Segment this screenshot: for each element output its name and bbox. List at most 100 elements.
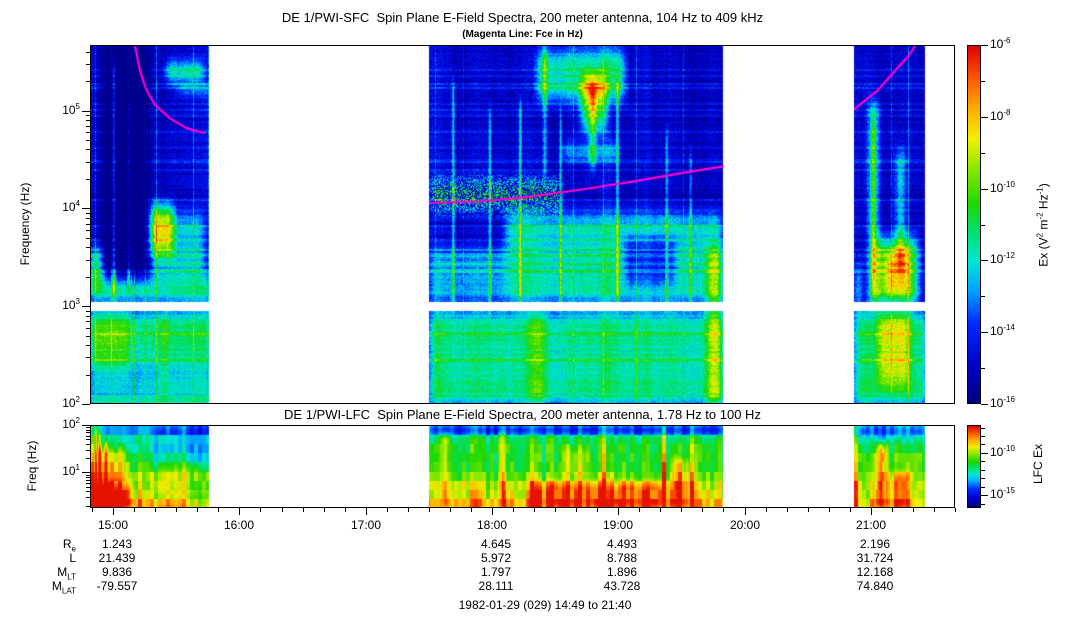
sfc-y-minor-tick bbox=[86, 126, 90, 127]
sfc-colorbar-tick-label: 10-16 bbox=[990, 395, 1015, 410]
lfc-y-major-tick bbox=[82, 472, 90, 473]
time-minor-tick bbox=[282, 508, 283, 512]
sfc-y-minor-tick bbox=[86, 218, 90, 219]
sfc-y-minor-tick bbox=[86, 260, 90, 261]
ephemeris-value: 1.243 bbox=[101, 537, 133, 551]
ephemeris-value: 28.111 bbox=[478, 579, 514, 593]
sfc-y-tick-label: 103 bbox=[62, 297, 80, 312]
sfc-y-minor-tick bbox=[86, 238, 90, 239]
sfc-y-minor-tick bbox=[86, 140, 90, 141]
lfc-colorbar-minor-tick bbox=[981, 487, 985, 488]
sfc-y-minor-tick bbox=[86, 316, 90, 317]
ephemeris-value: -79.557 bbox=[96, 579, 138, 593]
lfc-y-minor-tick bbox=[86, 430, 90, 431]
sfc-y-major-tick bbox=[82, 306, 90, 307]
sfc-y-tick-label: 105 bbox=[62, 102, 80, 117]
ephemeris-row-label: MLT bbox=[57, 565, 76, 582]
time-major-tick bbox=[492, 508, 493, 515]
sfc-y-minor-tick bbox=[86, 224, 90, 225]
time-minor-tick bbox=[955, 508, 956, 512]
lfc-y-minor-tick bbox=[86, 458, 90, 459]
lfc-colorbar-minor-tick bbox=[981, 470, 985, 471]
sfc-colorbar-major-tick bbox=[981, 332, 988, 333]
sfc-y-minor-tick bbox=[86, 149, 90, 150]
time-minor-tick bbox=[176, 508, 177, 512]
sfc-colorbar-minor-tick bbox=[981, 225, 985, 226]
lfc-y-minor-tick bbox=[86, 477, 90, 478]
time-minor-tick bbox=[387, 508, 388, 512]
time-tick-label: 19:00 bbox=[602, 518, 634, 532]
time-minor-tick bbox=[218, 508, 219, 512]
ephemeris-value: 21.439 bbox=[98, 551, 136, 565]
time-tick-label: 17:00 bbox=[350, 518, 382, 532]
lfc-y-minor-tick bbox=[86, 506, 90, 507]
time-minor-tick bbox=[429, 508, 430, 512]
ephemeris-value: 43.728 bbox=[603, 579, 641, 593]
lfc-y-major-tick bbox=[82, 425, 90, 426]
lfc-colorbar-tick-label: 10-10 bbox=[990, 444, 1015, 459]
lfc-colorbar-minor-tick bbox=[981, 478, 985, 479]
sfc-y-minor-tick bbox=[86, 277, 90, 278]
time-major-tick bbox=[366, 508, 367, 515]
sfc-y-minor-tick bbox=[86, 311, 90, 312]
sfc-y-minor-tick bbox=[86, 321, 90, 322]
time-minor-tick bbox=[345, 508, 346, 512]
time-major-tick bbox=[113, 508, 114, 515]
sfc-y-minor-tick bbox=[86, 328, 90, 329]
time-major-tick bbox=[239, 508, 240, 515]
sfc-frequency-axis-label: Frequency (Hz) bbox=[18, 182, 32, 266]
sfc-y-minor-tick bbox=[86, 247, 90, 248]
sfc-y-minor-tick bbox=[86, 64, 90, 65]
ephemeris-row-label: MLAT bbox=[51, 579, 76, 596]
time-minor-tick bbox=[829, 508, 830, 512]
ephemeris-value: 2.196 bbox=[859, 537, 891, 551]
lfc-y-minor-tick bbox=[86, 483, 90, 484]
ephemeris-row-label: L bbox=[69, 551, 76, 565]
lfc-y-minor-tick bbox=[86, 450, 90, 451]
sfc-y-minor-tick bbox=[86, 115, 90, 116]
lfc-y-minor-tick bbox=[86, 427, 90, 428]
ephemeris-value: 4.493 bbox=[606, 537, 638, 551]
lfc-y-minor-tick bbox=[86, 497, 90, 498]
time-minor-tick bbox=[450, 508, 451, 512]
sfc-colorbar-major-tick bbox=[981, 189, 988, 190]
sfc-y-minor-tick bbox=[86, 132, 90, 133]
lfc-y-minor-tick bbox=[86, 480, 90, 481]
time-minor-tick bbox=[850, 508, 851, 512]
time-minor-tick bbox=[597, 508, 598, 512]
lfc-y-minor-tick bbox=[86, 491, 90, 492]
time-minor-tick bbox=[555, 508, 556, 512]
sfc-colorbar-tick-label: 10-14 bbox=[990, 323, 1015, 338]
time-minor-tick bbox=[92, 508, 93, 512]
time-minor-tick bbox=[723, 508, 724, 512]
time-tick-label: 16:00 bbox=[223, 518, 255, 532]
time-minor-tick bbox=[639, 508, 640, 512]
time-minor-tick bbox=[260, 508, 261, 512]
lfc-y-minor-tick bbox=[86, 475, 90, 476]
time-minor-tick bbox=[766, 508, 767, 512]
lfc-spectrogram bbox=[90, 425, 955, 508]
sfc-subtitle: (Magenta Line: Fce in Hz) bbox=[462, 29, 583, 40]
sfc-colorbar-major-tick bbox=[981, 117, 988, 118]
sfc-y-minor-tick bbox=[86, 120, 90, 121]
ephemeris-value: 74.840 bbox=[856, 579, 894, 593]
lfc-y-minor-tick bbox=[86, 436, 90, 437]
ephemeris-value: 5.972 bbox=[480, 551, 512, 565]
sfc-colorbar-tick-label: 10-12 bbox=[990, 251, 1015, 266]
time-minor-tick bbox=[513, 508, 514, 512]
time-minor-tick bbox=[471, 508, 472, 512]
lfc-frequency-axis-label: Freq (Hz) bbox=[25, 440, 39, 492]
sfc-y-minor-tick bbox=[86, 375, 90, 376]
time-minor-tick bbox=[892, 508, 893, 512]
lfc-colorbar-minor-tick bbox=[981, 444, 985, 445]
sfc-y-minor-tick bbox=[86, 213, 90, 214]
ephemeris-value: 31.724 bbox=[856, 551, 894, 565]
sfc-y-major-tick bbox=[82, 111, 90, 112]
sfc-y-minor-tick bbox=[86, 230, 90, 231]
sfc-y-minor-tick bbox=[86, 345, 90, 346]
sfc-y-minor-tick bbox=[86, 357, 90, 358]
lfc-colorbar-minor-tick bbox=[981, 428, 985, 429]
time-major-tick bbox=[871, 508, 872, 515]
time-major-tick bbox=[618, 508, 619, 515]
sfc-y-minor-tick bbox=[86, 162, 90, 163]
